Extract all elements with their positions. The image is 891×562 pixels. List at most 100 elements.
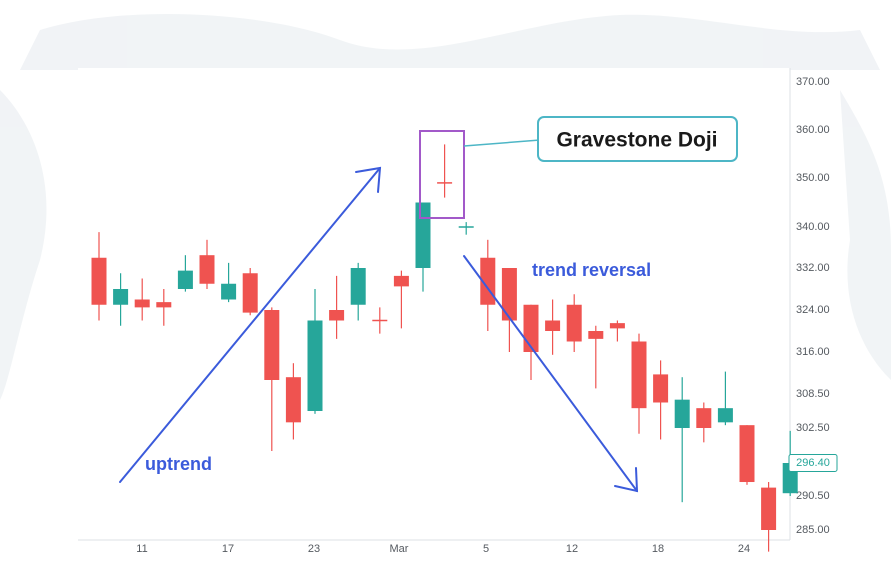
x-tick-label: 5 xyxy=(483,543,489,555)
candle xyxy=(113,273,129,326)
candle-body xyxy=(545,320,561,331)
y-tick-label: 340.00 xyxy=(796,221,830,233)
uptrend-label: uptrend xyxy=(145,454,212,474)
candle xyxy=(156,289,172,326)
candle xyxy=(717,371,733,426)
candle-body xyxy=(285,377,301,423)
candle xyxy=(307,289,323,414)
candle xyxy=(631,333,647,434)
y-tick-label: 370.00 xyxy=(796,76,830,88)
callout-connector xyxy=(463,139,541,147)
uptrend-arrow xyxy=(119,166,382,483)
candle-body xyxy=(329,310,345,321)
y-tick-label: 285.00 xyxy=(796,524,830,536)
candle xyxy=(393,270,409,329)
candle-body xyxy=(307,320,323,411)
candle-body xyxy=(631,341,647,409)
candle xyxy=(739,425,755,485)
candle-body xyxy=(523,304,539,352)
candle-body xyxy=(113,289,129,305)
candle-body xyxy=(588,331,604,339)
reversal-arrow xyxy=(463,255,639,493)
candle xyxy=(350,262,366,321)
background-map xyxy=(0,13,891,400)
y-tick-label: 324.00 xyxy=(796,304,830,316)
candle-body xyxy=(221,283,237,300)
callout-box xyxy=(537,116,738,162)
candle xyxy=(329,275,345,339)
x-tick-label: Mar xyxy=(390,543,409,555)
candle-body xyxy=(674,399,690,428)
candle xyxy=(437,144,453,198)
y-tick-label: 360.00 xyxy=(796,124,830,136)
candle xyxy=(696,402,712,443)
candle xyxy=(91,232,107,321)
candle xyxy=(221,262,237,303)
candle xyxy=(588,325,604,389)
candle-body xyxy=(393,275,409,287)
reversal-label: trend reversal xyxy=(532,260,651,280)
last-price-label: 296.40 xyxy=(796,457,830,469)
candle-body xyxy=(134,299,150,308)
candle xyxy=(242,268,258,316)
y-axis-ticks: 370.00 360.00 350.00 340.00 332.00 324.00 316.… xyxy=(796,76,830,536)
candle-body xyxy=(501,268,517,321)
candle-body xyxy=(761,487,777,530)
candle xyxy=(285,363,301,440)
candle-body xyxy=(653,374,669,403)
candle xyxy=(609,320,625,342)
candle xyxy=(653,360,669,440)
candle-body xyxy=(566,304,582,342)
candle xyxy=(199,239,215,289)
x-tick-label: 24 xyxy=(738,543,750,555)
x-tick-label: 12 xyxy=(566,543,578,555)
candle-body xyxy=(264,310,280,380)
reversal-arrow-shaft xyxy=(463,255,638,492)
candle xyxy=(566,294,582,352)
candle xyxy=(177,255,193,292)
map-shape-north xyxy=(20,13,880,70)
x-tick-label: 18 xyxy=(652,543,664,555)
candle-body xyxy=(415,202,431,268)
x-tick-label: 23 xyxy=(308,543,320,555)
doji-highlight-box xyxy=(419,130,465,219)
uptrend-arrow-head xyxy=(355,166,382,193)
y-tick-label: 290.50 xyxy=(796,490,830,502)
x-axis-ticks: 11 17 23 Mar 5 12 18 24 xyxy=(136,543,750,555)
candle-body xyxy=(242,273,258,313)
callout-label: Gravestone Doji xyxy=(556,129,717,152)
y-tick-label: 350.00 xyxy=(796,172,830,184)
candle-body xyxy=(177,270,193,289)
last-price-box xyxy=(788,454,838,472)
y-tick-label: 302.50 xyxy=(796,422,830,434)
last-price-marker: 296.40 xyxy=(788,454,838,472)
candle-body xyxy=(199,255,215,284)
y-tick-label: 308.50 xyxy=(796,388,830,400)
reversal-arrow-head xyxy=(614,467,639,493)
y-tick-label: 316.00 xyxy=(796,346,830,358)
candle-body xyxy=(609,323,625,329)
x-tick-label: 11 xyxy=(136,543,147,555)
candle xyxy=(545,299,561,355)
candle xyxy=(674,377,690,503)
candle-body xyxy=(696,408,712,428)
candle-body xyxy=(739,425,755,483)
y-tick-label: 332.00 xyxy=(796,262,830,274)
candle-body xyxy=(350,268,366,305)
candle-body xyxy=(91,257,107,305)
candle xyxy=(458,222,474,235)
map-shape-east xyxy=(840,90,891,380)
map-shape-west xyxy=(0,90,47,400)
candle-body xyxy=(156,302,172,308)
candle xyxy=(264,307,280,451)
x-tick-label: 17 xyxy=(222,543,234,555)
uptrend-arrow-shaft xyxy=(119,167,381,483)
candle xyxy=(523,304,539,380)
candle xyxy=(761,482,777,552)
candle xyxy=(134,278,150,321)
candle xyxy=(501,268,517,352)
candle xyxy=(372,307,388,334)
candle-body xyxy=(717,408,733,423)
